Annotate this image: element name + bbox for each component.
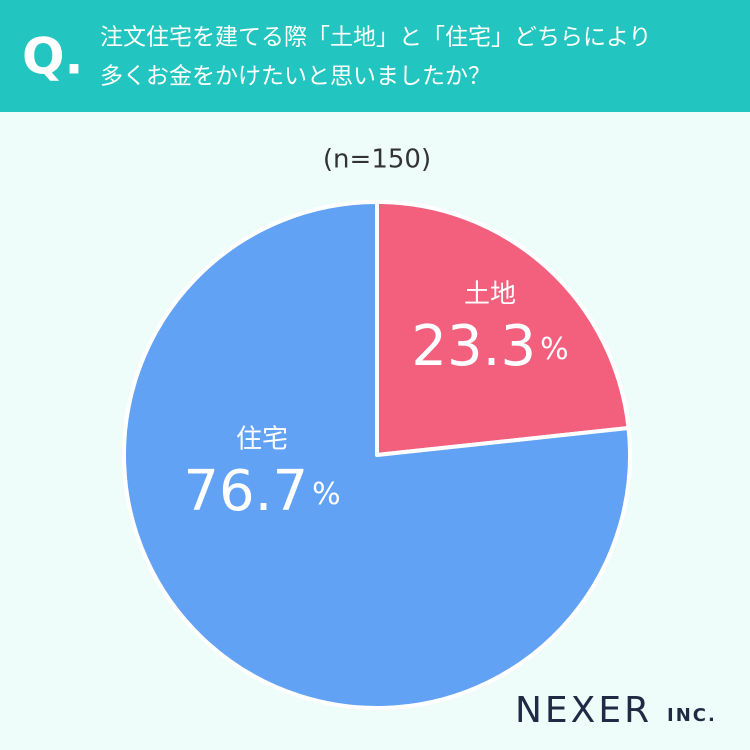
logo: NEXER bbox=[515, 690, 652, 731]
slice-label: 住宅 bbox=[236, 425, 288, 455]
value-unit: % bbox=[312, 477, 341, 512]
slice-label: 土地 bbox=[464, 280, 516, 310]
logo-suffix: INC. bbox=[667, 705, 717, 726]
value-unit: % bbox=[540, 332, 569, 367]
pie: 土地 23.3 % 住宅 76.7% bbox=[122, 200, 632, 710]
pie-slice bbox=[122, 200, 632, 710]
title-line: 注文住宅を建てる際「土地」と「住宅」どちらにより bbox=[100, 25, 652, 51]
subtitle: (n=150) bbox=[323, 145, 431, 175]
title-line: 多くお金をかけたいと思いましたか？ bbox=[100, 64, 491, 90]
value-label: 76.7% bbox=[183, 459, 340, 524]
value-number: 23.3 bbox=[411, 314, 536, 379]
value-number: 76.7 bbox=[183, 459, 308, 524]
q-label: Q. bbox=[22, 28, 84, 86]
header-bar bbox=[0, 0, 750, 112]
pie-slice bbox=[375, 200, 631, 457]
value-label: 23.3% bbox=[411, 314, 568, 379]
